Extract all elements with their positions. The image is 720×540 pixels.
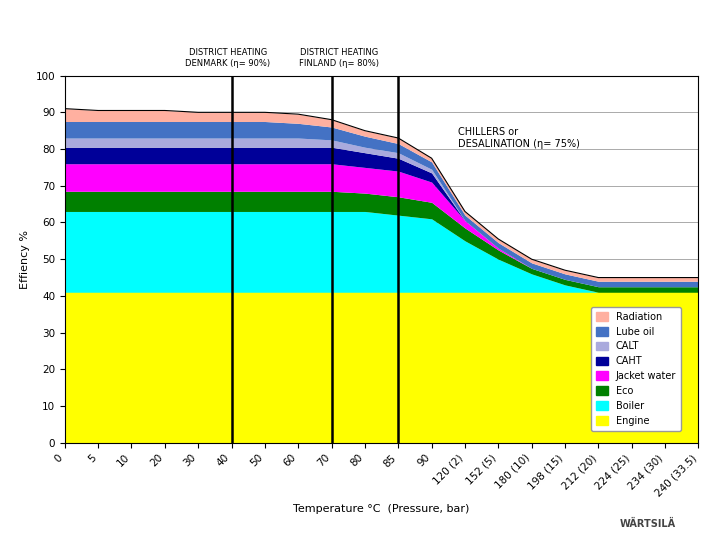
Legend: Radiation, Lube oil, CALT, CAHT, Jacket water, Eco, Boiler, Engine: Radiation, Lube oil, CALT, CAHT, Jacket … xyxy=(591,307,681,430)
Text: WÄRTSILÄ: WÄRTSILÄ xyxy=(620,519,676,529)
Text: DISTRICT HEATING
FINLAND (η= 80%): DISTRICT HEATING FINLAND (η= 80%) xyxy=(299,48,379,68)
Y-axis label: Effiency %: Effiency % xyxy=(20,230,30,289)
X-axis label: Temperature °C  (Pressure, bar): Temperature °C (Pressure, bar) xyxy=(294,503,469,514)
Text: DISTRICT HEATING
DENMARK (η= 90%): DISTRICT HEATING DENMARK (η= 90%) xyxy=(185,48,271,68)
Text: Total efficiency 18V34SG: Total efficiency 18V34SG xyxy=(204,22,559,49)
Text: CHILLERS or
DESALINATION (η= 75%): CHILLERS or DESALINATION (η= 75%) xyxy=(459,127,580,148)
